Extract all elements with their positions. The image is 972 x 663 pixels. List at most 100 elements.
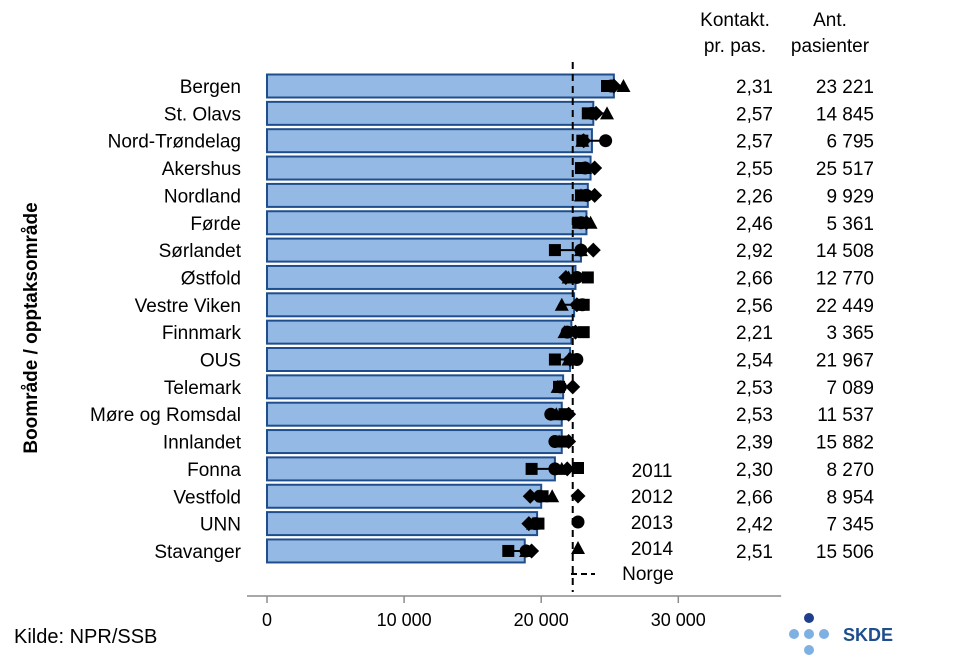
- table-cell-patients: 5 361: [826, 214, 874, 235]
- marker-2013: [599, 134, 613, 148]
- category-labels: Bergen St. Olavs Nord-Trøndelag Akershus Nor…: [90, 77, 242, 563]
- bar: [266, 128, 593, 154]
- bar: [266, 237, 582, 263]
- table-cell-contacts: 2,56: [736, 296, 773, 317]
- category-label: Akershus: [162, 159, 241, 180]
- category-label: Vestre Viken: [135, 296, 241, 317]
- table-cell-contacts: 2,21: [736, 323, 773, 344]
- category-label: Møre og Romsdal: [90, 405, 241, 426]
- category-label: OUS: [200, 351, 241, 372]
- table-cell-patients: 9 929: [826, 186, 874, 207]
- bar: [266, 429, 563, 455]
- table-cell-patients: 3 365: [826, 323, 874, 344]
- table-cell-contacts: 2,54: [736, 351, 773, 372]
- category-label: Førde: [190, 214, 241, 235]
- table-headers: Kontakt. pr. pas. Ant. pasienter: [700, 10, 870, 57]
- bar: [266, 347, 571, 372]
- bar: [266, 401, 563, 427]
- table-cell-patients: 25 517: [816, 159, 874, 180]
- bar: [266, 456, 556, 482]
- category-label: Østfold: [181, 268, 241, 289]
- marker-2011: [502, 544, 515, 557]
- legend-marker-2012: [570, 488, 586, 504]
- marker-2014: [552, 434, 567, 448]
- marker-2012: [522, 488, 538, 504]
- x-axis: 0 10 000 20 000 30 000: [247, 595, 782, 630]
- table-cell-contacts: 2,53: [736, 378, 773, 399]
- category-label: Stavanger: [154, 542, 241, 563]
- legend-label-2011: 2011: [632, 461, 673, 482]
- marker-2013: [575, 298, 589, 312]
- table-cell-patients: 11 537: [817, 405, 874, 426]
- logo-dot: [789, 629, 799, 639]
- category-label: Telemark: [164, 378, 242, 399]
- table-cell-contacts: 2,26: [736, 186, 773, 207]
- bar: [266, 319, 573, 345]
- table-cell-patients: 7 089: [826, 378, 874, 399]
- bar: [266, 538, 526, 564]
- bar: [266, 73, 615, 99]
- table-cell-patients: 15 882: [816, 433, 874, 454]
- bars: [266, 73, 615, 564]
- table-cell-contacts: 2,92: [736, 241, 773, 262]
- marker-2011: [525, 462, 538, 475]
- bar: [266, 483, 543, 509]
- bar: [266, 374, 565, 400]
- bar: [266, 511, 539, 537]
- x-tick-label: 0: [262, 610, 272, 630]
- bar: [266, 182, 589, 208]
- category-label: Nord-Trøndelag: [108, 132, 241, 153]
- table-cells: 2,31 23 221 2,57 14 845 2,57 6 795 2,55 25 517 2…: [736, 77, 874, 563]
- table-cell-contacts: 2,57: [736, 104, 773, 125]
- marker-2011: [548, 353, 561, 366]
- logo-dot: [804, 645, 814, 655]
- marker-2014: [519, 543, 534, 557]
- category-label: Nordland: [164, 186, 241, 207]
- marker-2013: [585, 106, 599, 120]
- marker-2012: [587, 160, 603, 176]
- table-cell-patients: 6 795: [826, 132, 874, 153]
- bar: [266, 100, 595, 126]
- table-cell-patients: 23 221: [816, 77, 874, 98]
- bar: [266, 292, 576, 318]
- table-cell-contacts: 2,66: [736, 268, 773, 289]
- table-cell-patients: 8 270: [826, 460, 874, 481]
- marker-2013: [574, 216, 588, 230]
- table-cell-contacts: 2,51: [736, 542, 773, 563]
- marker-2014: [525, 516, 540, 530]
- col2-header-line1: Ant.: [813, 10, 847, 31]
- legend-marker-2014: [571, 541, 585, 554]
- table-cell-contacts: 2,42: [736, 515, 773, 536]
- table-cell-patients: 14 508: [816, 241, 874, 262]
- table-cell-contacts: 2,46: [736, 214, 773, 235]
- marker-2013: [604, 79, 618, 93]
- legend-marker-2011: [572, 462, 584, 474]
- markers: [502, 78, 631, 559]
- category-label: Bergen: [180, 77, 241, 98]
- category-label: Vestfold: [173, 487, 241, 508]
- marker-2014: [573, 243, 588, 257]
- legend-label-2012: 2012: [631, 487, 673, 508]
- marker-2012: [585, 242, 601, 258]
- table-cell-patients: 21 967: [816, 351, 874, 372]
- legend-label-2013: 2013: [631, 513, 673, 534]
- category-label: St. Olavs: [164, 104, 241, 125]
- category-label: Sørlandet: [159, 241, 242, 262]
- marker-2013: [533, 489, 547, 503]
- marker-2014: [550, 379, 565, 393]
- marker-2011: [581, 271, 594, 284]
- table-cell-patients: 7 345: [826, 515, 874, 536]
- table-cell-patients: 15 506: [816, 542, 874, 563]
- table-cell-patients: 14 845: [816, 104, 874, 125]
- x-tick-label: 30 000: [651, 610, 706, 630]
- col1-header-line1: Kontakt.: [700, 10, 770, 31]
- skde-dots-logo-icon: [789, 613, 829, 655]
- marker-2014: [600, 106, 615, 120]
- marker-2014: [583, 215, 598, 229]
- x-tick-label: 20 000: [514, 610, 569, 630]
- source-note: Kilde: NPR/SSB: [14, 626, 158, 648]
- legend-label-norge: Norge: [622, 564, 674, 585]
- col1-header-line2: pr. pas.: [704, 36, 766, 57]
- table-cell-contacts: 2,39: [736, 433, 773, 454]
- marker-2011: [577, 326, 590, 339]
